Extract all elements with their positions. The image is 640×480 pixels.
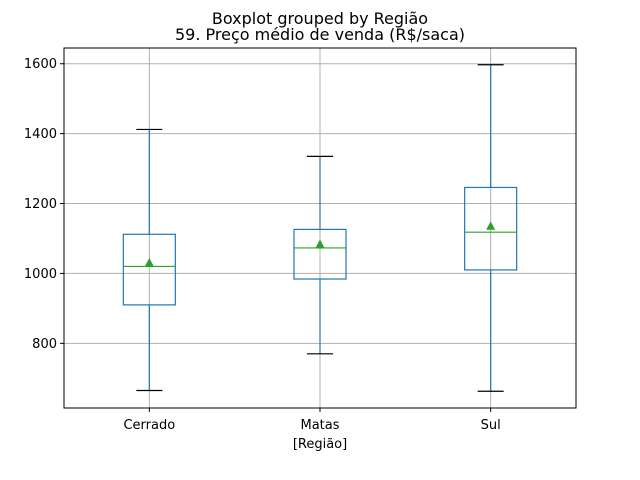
- y-tick-label: 800: [32, 337, 57, 352]
- box-group-cerrado: [122, 128, 176, 392]
- y-tick-label: 1400: [24, 127, 57, 142]
- box-group-matas: [293, 155, 347, 355]
- axis-ticks: 800 1000 1200 1400 1600 Cerrado Matas Sul: [24, 57, 501, 433]
- mean-marker: [315, 239, 325, 248]
- iqr-box: [122, 233, 176, 306]
- x-tick-label: Cerrado: [123, 418, 175, 433]
- chart-title: 59. Preço médio de venda (R$/saca): [175, 25, 465, 44]
- y-tick-label: 1200: [24, 197, 57, 212]
- y-tick-label: 1600: [24, 57, 57, 72]
- iqr-box: [293, 228, 347, 280]
- chart-suptitle: Boxplot grouped by Região: [212, 9, 428, 28]
- mean-marker: [486, 221, 496, 230]
- x-axis-label: [Região]: [293, 437, 347, 452]
- mean-marker: [144, 257, 154, 267]
- y-tick-label: 1000: [24, 267, 57, 282]
- x-tick-label: Sul: [481, 418, 501, 433]
- boxes-layer: [122, 64, 518, 392]
- box-group-sul: [464, 64, 518, 392]
- x-tick-label: Matas: [300, 418, 339, 433]
- iqr-box: [464, 186, 518, 271]
